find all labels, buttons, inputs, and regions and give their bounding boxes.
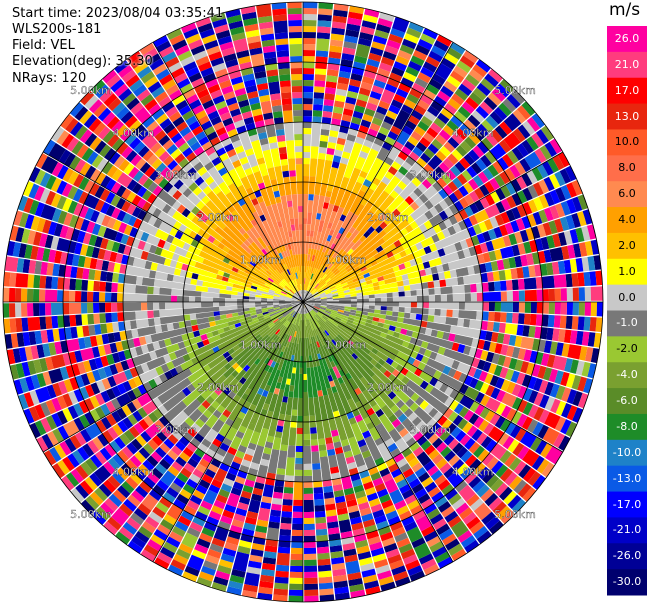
velocity-gate-group	[3, 2, 588, 602]
colorbar-swatch	[607, 388, 647, 415]
ppi-plot: 1.00km 1.00km 1.00km 1.00km 2.00km 2.00km 2.00…	[2, 1, 604, 603]
colorbar-swatch	[607, 543, 647, 570]
colorbar-swatch	[607, 336, 647, 363]
colorbar-tick-label: 21.0	[614, 57, 640, 71]
colorbar-tick-label: -1.0	[616, 316, 638, 330]
colorbar-swatch	[607, 77, 647, 105]
colorbar-swatch	[607, 465, 647, 493]
range-ring-label: 3.00km	[155, 169, 197, 182]
colorbar-tick-label: 26.0	[614, 31, 640, 45]
colorbar-tick-label: -26.0	[612, 549, 642, 563]
field-text: Field: VEL	[12, 38, 75, 53]
colorbar: m/s 26.0 21.0 17.0 13.0 10.0 8.0 6.0 4.0 2.0 1.0 0…	[607, 0, 647, 607]
colorbar-tick-label: 2.0	[618, 238, 636, 252]
colorbar-swatch	[607, 310, 647, 337]
azimuth-line	[42, 301, 304, 453]
range-ring-label: 5.00km	[70, 508, 112, 521]
colorbar-tick-label: 17.0	[614, 83, 640, 97]
range-ring-label: 2.00km	[197, 381, 239, 394]
colorbar-swatch	[607, 51, 647, 79]
colorbar-unit-label: m/s	[609, 0, 641, 20]
range-ring-label: 3.00km	[410, 169, 452, 182]
azimuth-line	[302, 301, 564, 453]
colorbar-tick-label: 13.0	[614, 109, 640, 123]
azimuth-lines	[3, 2, 603, 602]
colorbar-tick-label: 0.0	[618, 290, 636, 304]
range-ring-label: 1.00km	[240, 338, 282, 351]
range-ring-label: 4.00km	[452, 126, 494, 139]
instrument-text: WLS200s-181	[12, 22, 102, 37]
colorbar-tick-label: -4.0	[616, 368, 638, 382]
range-ring-label: 5.00km	[494, 84, 536, 97]
nrays-text: NRays: 120	[12, 71, 87, 86]
colorbar-tick-label: -17.0	[612, 497, 642, 511]
range-ring-label: 4.00km	[113, 466, 155, 479]
elevation-text: Elevation(deg): 35.30	[12, 54, 153, 69]
range-ring-label: 4.00km	[113, 126, 155, 139]
colorbar-tick-label: 1.0	[618, 264, 636, 278]
colorbar-swatch	[607, 517, 647, 544]
colorbar-tick-label: -10.0	[612, 445, 642, 459]
colorbar-swatch	[607, 569, 647, 596]
colorbar-tick-label: 8.0	[618, 161, 636, 175]
range-ring-label: 1.00km	[240, 254, 282, 267]
colorbar-swatch	[607, 284, 647, 311]
colorbar-swatch	[607, 155, 647, 182]
colorbar-swatch	[607, 26, 647, 53]
velocity-gate-group	[34, 41, 546, 571]
colorbar-swatch	[607, 103, 647, 130]
colorbar-swatch	[607, 413, 647, 441]
colorbar-tick-label: -13.0	[612, 471, 642, 485]
colorbar-swatch	[607, 207, 647, 234]
velocity-gate-group	[12, 11, 596, 601]
azimuth-line	[302, 301, 454, 563]
colorbar-swatch	[607, 362, 647, 389]
range-ring-label: 5.00km	[494, 508, 536, 521]
colorbar-tick-label: 10.0	[614, 135, 640, 149]
colorbar-tick-label: 4.0	[618, 213, 636, 226]
range-ring-label: 3.00km	[155, 423, 197, 436]
start-time-text: Start time: 2023/08/04 03:35:41	[12, 6, 224, 21]
range-ring-label: 1.00km	[325, 338, 367, 351]
colorbar-tick-label: -30.0	[612, 575, 642, 589]
colorbar-tick-label: -8.0	[616, 419, 638, 433]
azimuth-line	[42, 151, 304, 303]
range-ring-label: 3.00km	[410, 423, 452, 436]
velocity-gate-group	[9, 3, 594, 599]
colorbar-swatch	[607, 129, 647, 156]
colorbar-swatch	[607, 232, 647, 260]
colorbar-swatch	[607, 258, 647, 286]
range-ring-label: 5.00km	[70, 84, 112, 97]
azimuth-line	[302, 41, 454, 303]
colorbar-tick-label: -21.0	[612, 523, 642, 537]
range-ring-label: 1.00km	[325, 254, 367, 267]
azimuth-line	[302, 151, 564, 303]
range-ring-label: 2.00km	[197, 211, 239, 224]
colorbar-swatch	[607, 439, 647, 467]
range-ring-label: 4.00km	[452, 466, 494, 479]
range-ring-labels: 1.00km 1.00km 1.00km 1.00km 2.00km 2.00km 2.00…	[70, 84, 536, 521]
colorbar-tick-label: -2.0	[616, 342, 638, 356]
colorbar-swatch	[607, 491, 647, 518]
colorbar-swatches	[607, 26, 647, 596]
azimuth-line	[152, 301, 304, 563]
azimuth-line	[152, 41, 304, 303]
colorbar-tick-label: 6.0	[618, 187, 636, 201]
colorbar-tick-label: -6.0	[616, 394, 638, 407]
range-ring-label: 2.00km	[367, 381, 409, 394]
colorbar-swatch	[607, 181, 647, 208]
range-ring-label: 2.00km	[367, 211, 409, 224]
